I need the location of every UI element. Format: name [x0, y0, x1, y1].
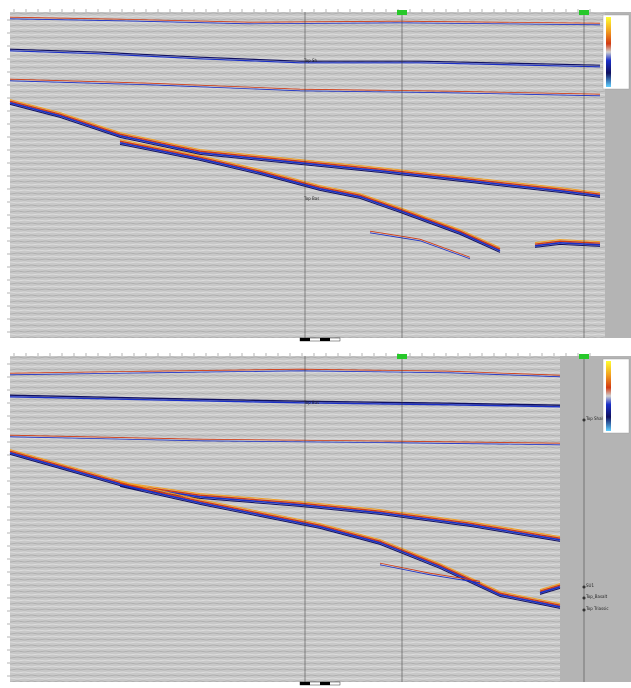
horizon-label: Top Sh [303, 58, 318, 63]
horizon-reflector [539, 583, 561, 591]
color-scale-bar [606, 17, 611, 87]
scale-bar-icon [299, 337, 341, 342]
horizon-reflector [9, 453, 561, 542]
horizons-group [9, 368, 561, 609]
well-marker [582, 596, 586, 600]
seismic-amplitude-field [10, 12, 605, 338]
seismic-canvas-top[interactable]: Top Sh Top Bas [0, 0, 631, 344]
left-axis-ticks [7, 363, 10, 677]
scale-bar-icon [299, 681, 341, 686]
well-marker [582, 585, 586, 589]
left-axis-ticks [7, 19, 10, 333]
well-marker [582, 418, 586, 422]
horizon-reflector [119, 143, 501, 253]
horizon-label: Top_Basalt [585, 594, 608, 599]
horizon-reflector [9, 396, 561, 408]
horizon-reflector [9, 449, 561, 538]
top-axis-ticks [13, 9, 591, 12]
horizon-reflector [9, 100, 601, 195]
color-scale-bar [606, 361, 611, 431]
well-head-icon[interactable] [397, 354, 407, 359]
horizon-reflector [379, 562, 481, 582]
horizon-reflector [119, 482, 561, 606]
horizon-label: Top Bas [303, 400, 319, 405]
horizon-reflector [119, 139, 501, 249]
well-head-icon[interactable] [579, 10, 589, 15]
horizon-reflector [539, 586, 561, 594]
horizon-reflector [119, 484, 561, 608]
horizon-reflector [379, 564, 481, 584]
horizon-label: Top Triassic [585, 606, 609, 611]
horizon-reflector [9, 103, 601, 198]
horizon-reflector [9, 370, 561, 378]
horizon-reflector [119, 140, 501, 250]
horizon-reflector [369, 230, 471, 258]
top-axis-ticks [13, 353, 591, 356]
horizon-reflector [9, 452, 561, 541]
horizons-group [9, 16, 601, 260]
amplitude-legend [602, 14, 630, 90]
seismic-section-top[interactable]: Top Sh Top Bas [0, 0, 631, 344]
horizon-reflector [9, 394, 561, 406]
horizon-reflector [9, 450, 561, 539]
horizon-reflector [539, 584, 561, 592]
horizon-reflector [9, 368, 561, 376]
horizon-reflector [119, 485, 561, 609]
horizon-reflector [534, 239, 601, 244]
horizon-reflector [534, 243, 601, 248]
seismic-canvas-bottom[interactable]: Top Shale Top Bas SU1 Top_Basalt Top Tri… [0, 344, 631, 688]
horizon-reflector [534, 240, 601, 245]
horizon-label: Top Shale [585, 416, 606, 421]
horizon-label: Top Bas [303, 196, 319, 201]
horizon-reflector [539, 587, 561, 595]
horizon-reflector [9, 102, 601, 197]
horizon-reflector [119, 142, 501, 252]
horizon-reflector [534, 241, 601, 247]
seismic-section-bottom[interactable]: Top Shale Top Bas SU1 Top_Basalt Top Tri… [0, 344, 631, 688]
horizon-reflector [9, 50, 601, 68]
horizon-reflector [9, 78, 601, 95]
well-head-icon[interactable] [579, 354, 589, 359]
horizon-reflector [9, 80, 601, 97]
horizon-label: SU1 [586, 583, 594, 588]
amplitude-legend [602, 358, 630, 434]
horizon-reflector [9, 99, 601, 194]
horizon-reflector [9, 436, 561, 446]
well-head-icon[interactable] [397, 10, 407, 15]
well-marker [582, 608, 586, 612]
horizon-reflector [369, 232, 471, 260]
horizon-reflector [119, 481, 561, 605]
horizon-reflector [9, 434, 561, 444]
horizon-reflector [9, 18, 601, 26]
horizon-reflector [9, 48, 601, 66]
horizon-reflector [9, 16, 601, 24]
